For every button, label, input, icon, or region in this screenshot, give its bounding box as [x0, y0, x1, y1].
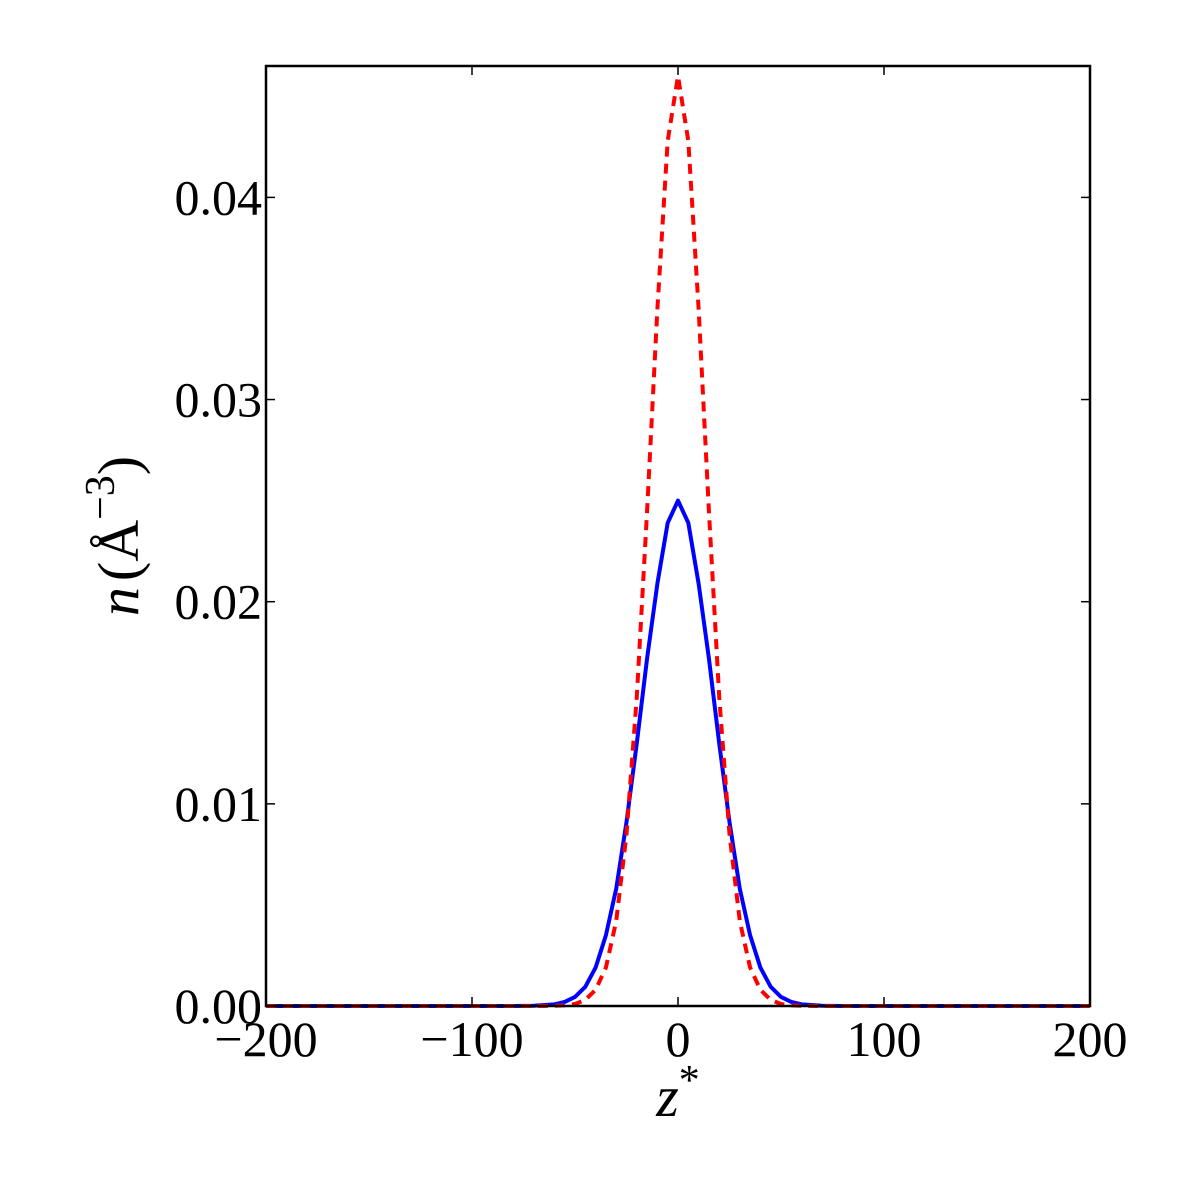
tick-label-layer: −200 −100 0 100 200 0.00 0.01 0.02 0.03 0.04: [175, 169, 1128, 1067]
x-tick-label: 0: [666, 1011, 691, 1067]
ticks-layer: [265, 66, 1091, 1007]
plot-frame: [264, 64, 1092, 1008]
series-layer: [266, 74, 1090, 1008]
y-tick-label: 0.02: [175, 574, 263, 630]
y-axis-label-main: n: [86, 587, 151, 616]
y-tick-label: 0.03: [175, 372, 263, 428]
x-axis-label: z*: [655, 1058, 700, 1129]
series-line-2: [266, 74, 1090, 1008]
x-axis-label-main: z: [655, 1064, 679, 1129]
y-tick-label: 0.00: [175, 978, 263, 1034]
y-tick-label: 0.01: [175, 776, 263, 832]
y-axis-label-sup: −3: [78, 475, 124, 520]
y-axis-label-open: (: [86, 562, 151, 581]
x-tick-label: −200: [214, 1011, 317, 1067]
series-line-1: [266, 498, 1090, 1008]
y-axis-label: n (Å−3): [78, 456, 151, 616]
y-axis-label-unit: Å: [86, 520, 151, 562]
y-axis-label-close: ): [86, 456, 151, 475]
x-tick-label: −100: [420, 1011, 523, 1067]
x-axis-label-sup: *: [679, 1058, 700, 1104]
x-tick-label: 200: [1053, 1011, 1128, 1067]
x-tick-label: 100: [847, 1011, 922, 1067]
y-tick-label: 0.04: [175, 169, 263, 225]
